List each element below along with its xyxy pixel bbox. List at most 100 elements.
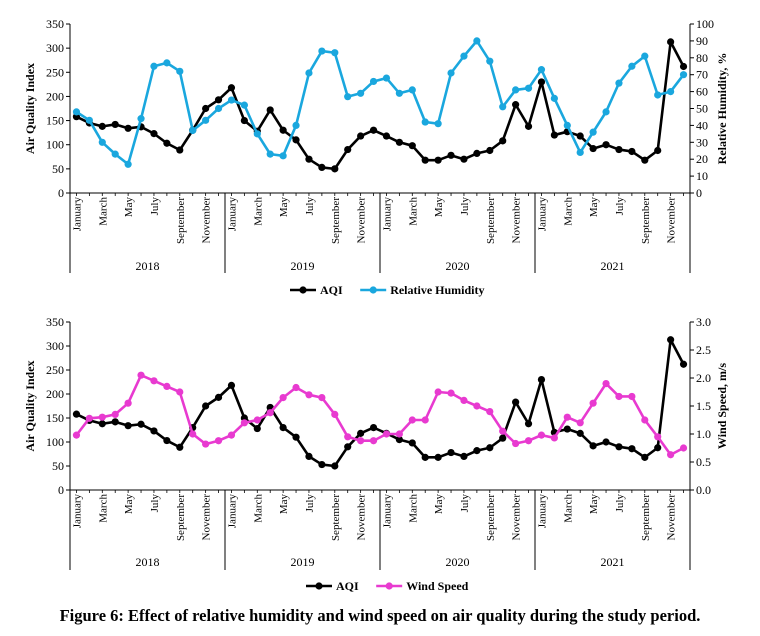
month-tick-label: July	[614, 197, 626, 216]
month-tick-label: September	[640, 197, 652, 244]
data-point-aqi	[602, 141, 610, 149]
data-point-aqi	[98, 122, 106, 130]
data-point-aqi	[344, 443, 352, 451]
figure-caption: Figure 6: Effect of relative humidity an…	[59, 606, 701, 625]
data-point-relative-humidity	[460, 52, 468, 60]
data-point-aqi	[408, 142, 416, 150]
data-point-aqi	[202, 402, 210, 410]
data-point-aqi	[111, 418, 119, 426]
data-point-aqi	[667, 336, 675, 344]
legend-marker-aqi	[299, 286, 307, 294]
data-point-wind-speed	[408, 416, 416, 424]
data-point-wind-speed	[499, 427, 507, 435]
data-point-wind-speed	[486, 408, 494, 416]
data-point-relative-humidity	[473, 37, 481, 45]
data-point-aqi	[202, 104, 210, 113]
month-tick-label: May	[588, 494, 600, 515]
month-tick-label: November	[511, 494, 523, 541]
right-tick-label: 20	[696, 152, 708, 166]
data-point-relative-humidity	[537, 66, 546, 74]
right-tick-label: 2.5	[696, 343, 711, 357]
data-point-wind-speed	[628, 392, 636, 401]
data-point-relative-humidity	[305, 69, 313, 77]
data-point-wind-speed	[124, 399, 132, 407]
left-tick-label: 150	[46, 411, 64, 425]
month-tick-label: November	[201, 494, 213, 541]
data-point-wind-speed	[537, 431, 546, 439]
data-point-wind-speed	[602, 380, 610, 388]
data-point-aqi	[447, 151, 455, 159]
data-point-wind-speed	[382, 430, 391, 438]
left-tick-label: 200	[46, 387, 64, 401]
data-point-wind-speed	[279, 394, 287, 402]
legend-marker-relative-humidity	[369, 286, 377, 294]
data-point-wind-speed	[654, 433, 662, 441]
data-point-aqi	[318, 163, 326, 172]
year-label: 2020	[446, 555, 470, 569]
month-tick-label: March	[407, 494, 419, 523]
left-tick-label: 350	[46, 17, 64, 31]
data-point-aqi	[615, 443, 623, 451]
left-axis-title: Air Quality Index	[23, 360, 37, 451]
data-point-wind-speed	[253, 416, 261, 424]
data-point-aqi	[227, 84, 236, 92]
data-point-wind-speed	[641, 416, 649, 424]
data-point-aqi	[421, 156, 429, 164]
data-point-aqi	[512, 101, 520, 109]
data-point-relative-humidity	[124, 160, 132, 168]
data-point-aqi	[395, 138, 403, 146]
data-point-relative-humidity	[486, 57, 494, 65]
right-tick-label: 0.0	[696, 483, 711, 497]
data-point-relative-humidity	[137, 115, 145, 123]
data-point-wind-speed	[292, 383, 300, 392]
right-tick-label: 1.5	[696, 399, 711, 413]
data-point-aqi	[331, 165, 339, 173]
data-point-relative-humidity	[615, 79, 623, 87]
data-point-relative-humidity	[447, 69, 455, 77]
month-tick-label: July	[459, 197, 471, 216]
data-point-aqi	[124, 124, 132, 132]
month-tick-label: November	[666, 494, 678, 541]
left-tick-label: 50	[52, 162, 64, 176]
data-point-aqi	[163, 436, 171, 445]
data-point-relative-humidity	[318, 47, 326, 55]
data-point-aqi	[163, 139, 171, 147]
data-point-aqi	[344, 145, 352, 154]
data-point-wind-speed	[550, 434, 558, 442]
data-point-aqi	[292, 136, 300, 144]
year-label: 2021	[601, 555, 625, 569]
data-point-wind-speed	[460, 396, 468, 404]
data-point-relative-humidity	[382, 74, 391, 82]
month-tick-label: May	[278, 494, 290, 515]
data-point-wind-speed	[137, 371, 145, 379]
month-tick-label: May	[278, 197, 290, 218]
data-point-aqi	[550, 131, 558, 139]
data-point-relative-humidity	[150, 62, 158, 70]
data-point-relative-humidity	[576, 148, 584, 157]
month-tick-label: May	[123, 494, 135, 515]
data-point-aqi	[628, 445, 636, 453]
month-tick-label: September	[330, 197, 342, 244]
data-point-wind-speed	[344, 433, 352, 441]
data-point-aqi	[524, 122, 533, 130]
left-tick-label: 250	[46, 363, 64, 377]
data-point-aqi	[460, 452, 468, 460]
data-point-aqi	[318, 460, 326, 469]
month-tick-label: September	[330, 494, 342, 541]
data-point-wind-speed	[395, 430, 403, 438]
right-tick-label: 30	[696, 135, 708, 149]
right-tick-label: 60	[696, 85, 708, 99]
data-point-relative-humidity	[98, 138, 106, 146]
data-point-relative-humidity	[279, 152, 287, 160]
left-tick-label: 150	[46, 114, 64, 128]
right-tick-label: 70	[696, 68, 708, 82]
right-axis-title: Wind Speed, m/s	[715, 363, 729, 449]
month-tick-label: November	[666, 197, 678, 244]
data-point-wind-speed	[473, 402, 481, 410]
data-point-aqi	[111, 120, 119, 129]
data-point-relative-humidity	[395, 89, 403, 97]
right-tick-label: 80	[696, 51, 708, 65]
data-point-relative-humidity	[408, 86, 416, 94]
year-label: 2019	[291, 555, 315, 569]
